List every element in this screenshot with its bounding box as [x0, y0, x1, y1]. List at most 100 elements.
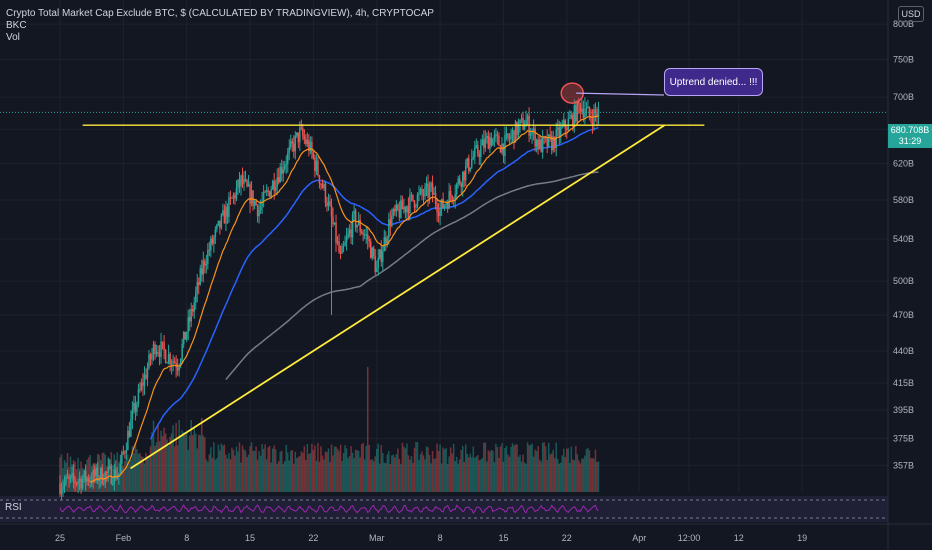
candle-body	[359, 220, 361, 232]
candle-body	[69, 475, 72, 479]
volume-bar	[475, 456, 478, 492]
candle-body	[208, 250, 211, 252]
candle-body	[531, 131, 533, 135]
annotation-callout[interactable]: Uptrend denied... !!!	[664, 68, 763, 96]
candle-body	[594, 109, 597, 114]
volume-bar	[472, 446, 475, 492]
candle-body	[513, 130, 515, 143]
volume-bar	[486, 461, 488, 492]
candle-body	[305, 139, 307, 145]
volume-bar	[480, 459, 482, 492]
candle-body	[588, 106, 591, 116]
volume-bar	[563, 448, 565, 492]
candle-body	[510, 134, 512, 140]
volume-bar	[499, 446, 502, 492]
volume-bar	[305, 459, 307, 492]
volume-bar	[208, 454, 211, 492]
candle-body	[300, 127, 303, 129]
volume-bar	[471, 457, 473, 492]
volume-bar	[191, 435, 194, 492]
candle-body	[445, 203, 447, 205]
candle-body	[213, 237, 215, 244]
volume-bar	[309, 453, 312, 492]
candle-body	[523, 126, 526, 130]
volume-bar	[489, 451, 491, 492]
volume-bar	[517, 456, 520, 492]
candle-body	[480, 145, 482, 158]
candle-body	[407, 206, 410, 214]
volume-bar	[213, 442, 215, 492]
volume-bar	[127, 454, 129, 492]
volume-bar	[167, 445, 170, 492]
volume-bar	[201, 417, 203, 492]
candle-body	[196, 282, 199, 293]
volume-bar	[283, 461, 286, 492]
candle-body	[96, 467, 99, 481]
candle-body	[154, 344, 156, 355]
volume-bar	[237, 451, 239, 492]
volume-bar	[226, 458, 229, 492]
candle-body	[315, 160, 318, 172]
candle-body	[406, 206, 408, 212]
candle-body	[427, 183, 429, 198]
candle-body	[486, 135, 488, 139]
candle-body	[442, 199, 444, 208]
volume-bar	[547, 442, 550, 492]
candle-body	[341, 246, 343, 254]
x-tick-label: Feb	[116, 533, 132, 543]
candle-body	[329, 201, 331, 206]
currency-badge[interactable]: USD	[898, 6, 924, 22]
candle-body	[312, 152, 315, 158]
volume-bar	[365, 445, 367, 492]
chart-title: Crypto Total Market Cap Exclude BTC, $ (…	[6, 8, 434, 19]
volume-bar	[160, 430, 162, 492]
candle-body	[274, 187, 277, 191]
volume-bar	[553, 458, 556, 492]
volume-bar	[344, 445, 346, 492]
volume-bar	[443, 449, 446, 492]
volume-bar	[216, 458, 218, 492]
candle-body	[377, 258, 380, 268]
candle-body	[558, 127, 561, 137]
volume-bar	[327, 448, 330, 492]
candle-body	[416, 194, 419, 206]
candle-body	[489, 137, 491, 150]
volume-bar	[463, 461, 465, 492]
volume-bar	[478, 460, 481, 492]
volume-bar	[458, 459, 461, 492]
candle-body	[198, 282, 200, 285]
volume-bar	[329, 461, 331, 492]
candle-body	[106, 472, 108, 474]
indicator-bkc-label[interactable]: BKC	[6, 20, 27, 31]
x-tick-label: Apr	[632, 533, 646, 543]
volume-bar	[89, 454, 91, 492]
volume-bar	[256, 459, 259, 492]
volume-bar	[397, 448, 399, 492]
volume-bar	[401, 442, 404, 492]
ema-fast-line	[90, 115, 599, 483]
candle-body	[449, 190, 452, 196]
candle-body	[311, 141, 313, 153]
candle-body	[570, 114, 573, 118]
indicator-vol-label[interactable]: Vol	[6, 32, 20, 43]
volume-bar	[277, 461, 280, 492]
volume-bar	[404, 448, 407, 492]
volume-bar	[519, 454, 521, 492]
candle-body	[223, 210, 226, 224]
candle-body	[380, 249, 383, 262]
candle-body	[252, 190, 254, 206]
candle-body	[130, 419, 132, 437]
candle-body	[249, 184, 251, 204]
volume-bar	[511, 443, 514, 492]
candle-body	[74, 479, 76, 484]
candle-body	[354, 210, 357, 228]
candle-body	[496, 134, 499, 136]
volume-bar	[268, 445, 271, 492]
candle-body	[596, 113, 598, 118]
volume-bar	[271, 448, 274, 492]
candle-body	[98, 479, 100, 481]
candle-body	[110, 466, 113, 484]
candle-body	[119, 463, 122, 474]
